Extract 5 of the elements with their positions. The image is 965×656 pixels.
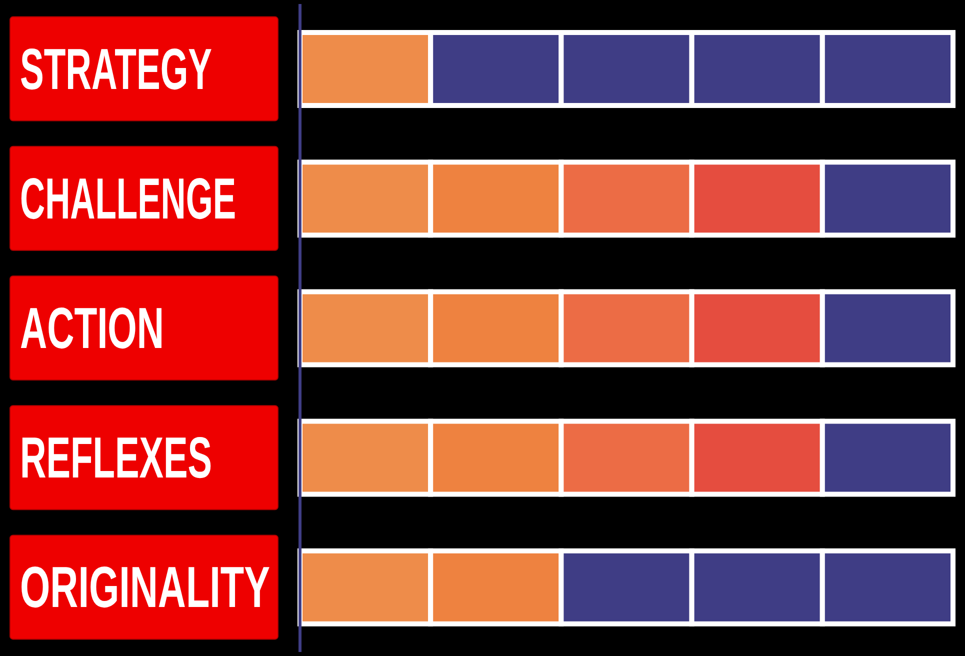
y-tick-label: CHALLENGE [20,166,381,232]
y-tick-label: ACTION [20,296,242,361]
y-tick-label: STRATEGY [20,36,332,102]
y-tick-label: REFLEXES [20,426,326,491]
y-tick-label: ORIGINALITY [20,555,394,620]
